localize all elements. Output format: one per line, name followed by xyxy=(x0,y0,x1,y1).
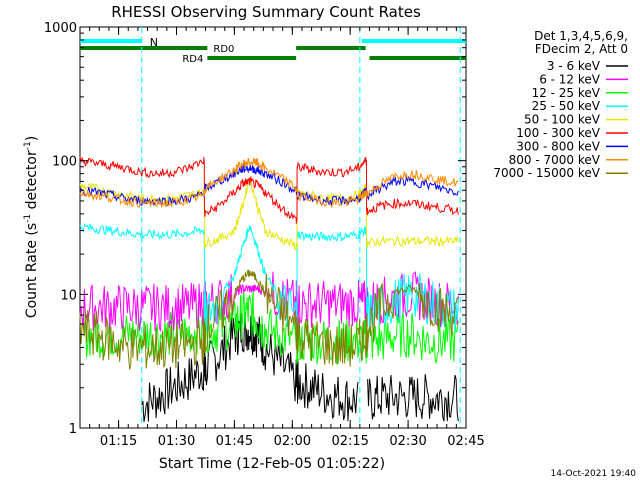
legend-entry-label: 7000 - 15000 keV xyxy=(493,166,600,180)
y-tick-label: 100 xyxy=(52,155,77,170)
legend-entry-label: 50 - 100 keV xyxy=(524,113,601,127)
attenuator-flag-label: N xyxy=(150,36,158,49)
x-tick-label: 02:00 xyxy=(274,434,311,449)
data-flag-label: RD0 xyxy=(213,44,234,55)
y-tick-label: 1 xyxy=(69,422,77,437)
legend-entry-label: 25 - 50 keV xyxy=(532,99,601,113)
x-tick-label: 02:45 xyxy=(447,434,484,449)
y-tick-label: 1000 xyxy=(44,21,77,36)
series-line xyxy=(79,156,459,224)
timestamp: 14-Oct-2021 19:40 xyxy=(551,469,637,479)
plot-area-frame xyxy=(79,26,467,429)
legend-header-line-2: FDecim 2, Att 0 xyxy=(535,42,628,56)
legend-entry-label: 6 - 12 keV xyxy=(539,72,601,86)
x-axis-label: Start Time (12-Feb-05 01:05:22) xyxy=(159,456,385,472)
series-line xyxy=(79,269,459,370)
x-tick-label: 01:45 xyxy=(216,434,253,449)
legend-entry-label: 3 - 6 keV xyxy=(547,59,601,73)
legend-entry-label: 300 - 800 keV xyxy=(516,139,600,153)
data-flag-label: RD4 xyxy=(182,54,203,65)
series-line xyxy=(79,175,459,251)
series-line xyxy=(79,290,459,365)
legend-entry-label: 100 - 300 keV xyxy=(516,126,600,140)
legend-entry-label: 12 - 25 keV xyxy=(532,86,601,100)
x-tick-label: 01:30 xyxy=(158,434,195,449)
legend-header-line-1: Det 1,3,4,5,6,9, xyxy=(534,29,628,43)
y-axis-label: Count Rate (s-1 detector-1) xyxy=(23,136,40,318)
legend: Det 1,3,4,5,6,9, FDecim 2, Att 0 3 - 6 k… xyxy=(493,29,628,180)
x-tick-label: 02:15 xyxy=(331,434,368,449)
chart-title: RHESSI Observing Summary Count Rates xyxy=(111,3,421,21)
x-tick-label: 02:30 xyxy=(389,434,426,449)
series-line xyxy=(141,311,459,422)
legend-entry-label: 800 - 7000 keV xyxy=(509,153,601,167)
y-tick-label: 10 xyxy=(60,288,77,303)
series-line xyxy=(79,163,459,207)
series-line xyxy=(79,157,459,208)
x-tick-label: 01:15 xyxy=(100,434,137,449)
